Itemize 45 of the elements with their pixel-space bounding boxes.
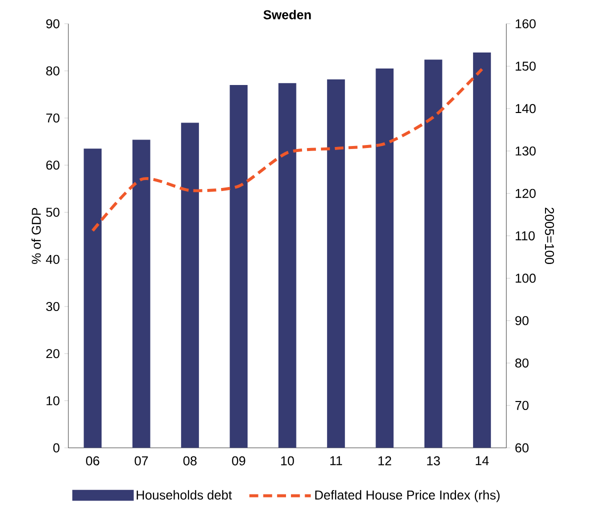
y-tick-label: 10: [46, 396, 60, 406]
y2-tick-label: 80: [515, 358, 529, 368]
x-tick-label: 09: [232, 456, 246, 466]
legend-label: Households debt: [136, 490, 232, 500]
y-tick-label: 40: [46, 254, 60, 264]
y2-axis-title: 2005=100: [544, 208, 554, 264]
bar: [230, 84, 248, 448]
y2-tick-label: 140: [516, 104, 536, 113]
x-tick-label: 07: [134, 456, 148, 466]
x-tick-label: 12: [378, 456, 392, 466]
y2-tick-label: 160: [516, 19, 536, 28]
y2-tick-label: 120: [516, 188, 536, 198]
x-tick-label: 06: [86, 456, 100, 466]
bar: [473, 52, 491, 448]
y-tick-label: 60: [46, 160, 60, 170]
y-tick-label: 20: [46, 348, 60, 358]
y-axis-title: % of GDP: [31, 208, 41, 264]
y2-tick-label: 130: [516, 146, 536, 156]
y2-tick-label: 60: [515, 443, 529, 452]
bar: [327, 79, 345, 448]
y2-tick-label: 150: [516, 62, 536, 71]
x-tick-label: 14: [476, 456, 489, 465]
bar: [181, 122, 199, 448]
chart-title: Sweden: [263, 10, 311, 20]
y-tick-label: 30: [46, 302, 60, 311]
bar: [376, 68, 394, 448]
y-tick-label: 80: [46, 66, 60, 76]
bar: [84, 148, 102, 448]
x-tick-label: 11: [330, 456, 342, 465]
y-tick-label: 70: [46, 113, 60, 122]
bar: [132, 140, 150, 448]
x-tick-label: 08: [183, 456, 197, 466]
y-tick-label: 0: [53, 443, 60, 452]
y2-tick-label: 70: [515, 400, 529, 410]
bar: [424, 59, 442, 448]
y-tick-label: 90: [46, 19, 60, 28]
bar: [278, 83, 296, 448]
y-tick-label: 50: [46, 208, 60, 217]
x-tick-label: 13: [427, 456, 440, 466]
y2-tick-label: 110: [516, 231, 535, 240]
y2-tick-label: 100: [516, 274, 536, 283]
legend-label: Deflated House Price Index (rhs): [315, 490, 500, 502]
line-series: [91, 68, 484, 232]
x-tick-label: 10: [281, 456, 294, 466]
y2-tick-label: 90: [515, 316, 529, 326]
